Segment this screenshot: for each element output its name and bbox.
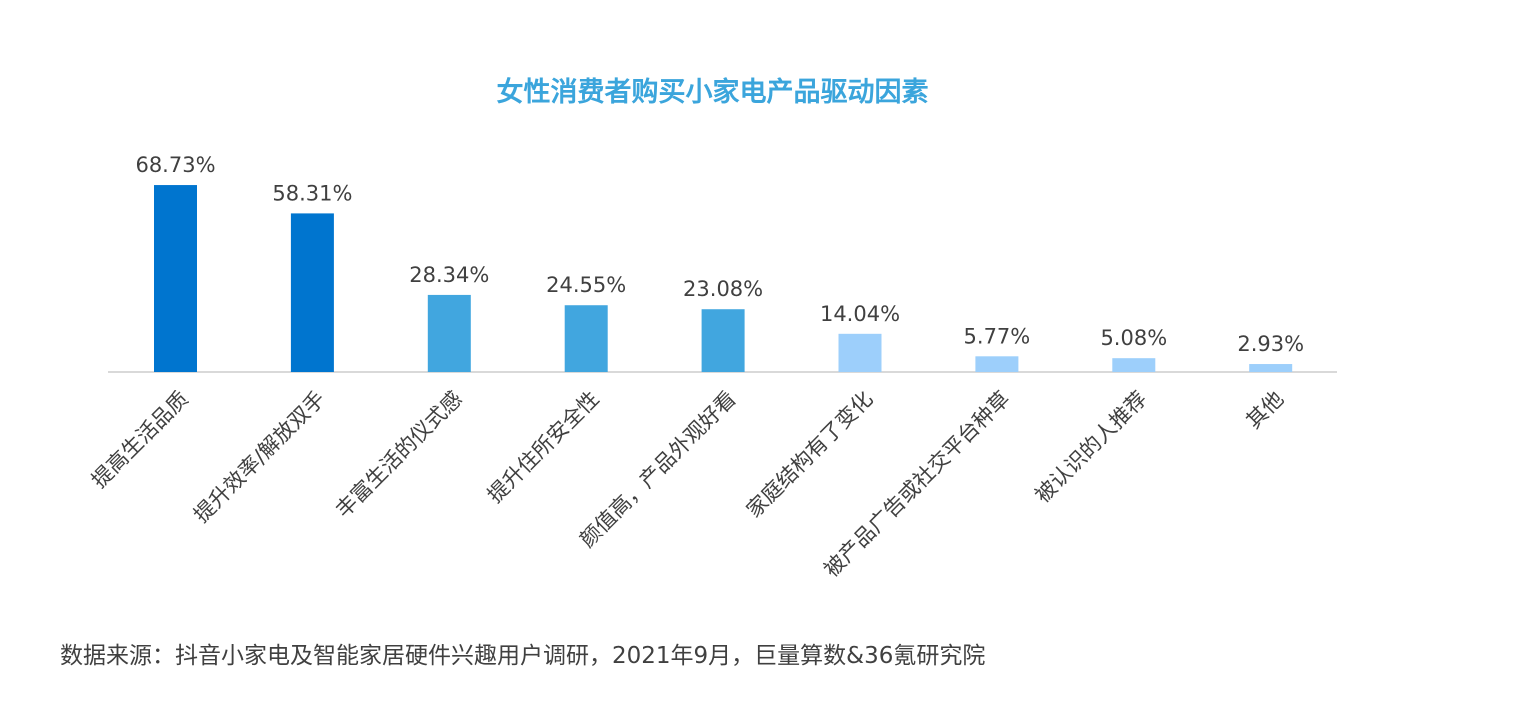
category-label-6: 家庭结构有了变化	[742, 387, 878, 523]
category-label-4: 提升住所安全性	[483, 387, 604, 508]
category-label-8: 被认识的人推荐	[1030, 387, 1151, 508]
value-label-6: 14.04%	[820, 302, 900, 326]
source-note: 数据来源：抖音小家电及智能家居硬件兴趣用户调研，2021年9月，巨量算数&36氪…	[60, 643, 986, 669]
category-label-1: 提高生活品质	[87, 387, 193, 493]
value-label-5: 23.08%	[683, 277, 763, 301]
category-label-9: 其他	[1242, 387, 1289, 434]
value-label-7: 5.77%	[964, 324, 1031, 348]
bar-5	[701, 309, 745, 372]
value-label-1: 68.73%	[135, 153, 215, 177]
bar-4	[564, 305, 608, 372]
bar-9	[1249, 364, 1293, 372]
bar-7	[975, 356, 1019, 372]
value-label-9: 2.93%	[1237, 332, 1304, 356]
value-label-4: 24.55%	[546, 273, 626, 297]
value-label-8: 5.08%	[1100, 326, 1167, 350]
bar-8	[1112, 358, 1156, 372]
category-label-5: 颜值高，产品外观好看	[575, 387, 740, 552]
category-label-2: 提升效率/解放双手	[189, 387, 330, 528]
category-label-3: 丰富生活的仪式感	[331, 387, 467, 523]
value-labels-group: 68.73% 58.31% 28.34% 24.55% 23.08% 14.04% 5.77…	[135, 153, 1304, 356]
value-label-3: 28.34%	[409, 263, 489, 287]
bar-6	[838, 333, 882, 372]
bar-2	[290, 213, 334, 372]
bars-group	[154, 185, 1293, 372]
bar-3	[427, 294, 471, 372]
chart-title: 女性消费者购买小家电产品驱动因素	[496, 77, 929, 108]
value-label-2: 58.31%	[272, 181, 352, 205]
bar-1	[154, 185, 197, 372]
